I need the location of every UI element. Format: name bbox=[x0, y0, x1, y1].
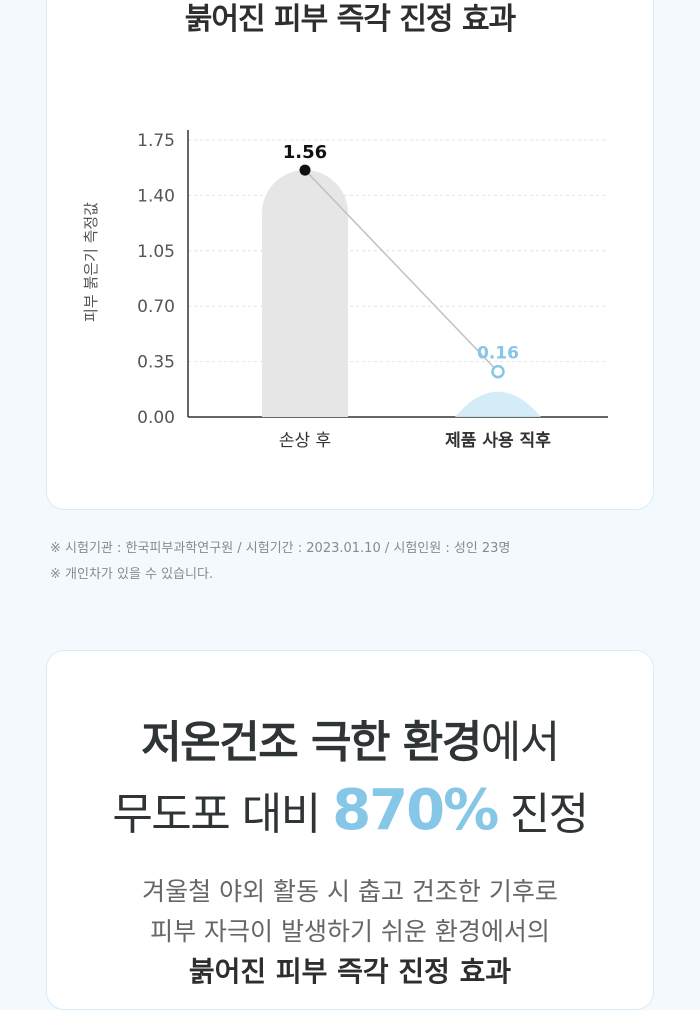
data-label-before: 1.56 bbox=[283, 142, 327, 163]
note-test-info: ※ 시험기관 : 한국피부과학연구원 / 시험기간 : 2023.01.10 /… bbox=[50, 541, 511, 556]
headline-card bbox=[46, 650, 654, 1010]
x-category-label: 손상 후 bbox=[279, 431, 331, 451]
headline-line2: 무도포 대비 870% 진정 bbox=[0, 778, 700, 843]
chart-card bbox=[46, 0, 654, 510]
headline-pre: 무도포 대비 bbox=[112, 789, 333, 840]
notes: ※ 시험기관 : 한국피부과학연구원 / 시험기간 : 2023.01.10 /… bbox=[50, 536, 510, 588]
y-tick-label: 1.75 bbox=[137, 131, 175, 151]
y-tick-label: 0.70 bbox=[137, 297, 175, 317]
y-axis-label: 피부 붉은기 측정값 bbox=[82, 202, 100, 322]
description-line3: 붉어진 피부 즉각 진정 효과 bbox=[188, 955, 512, 988]
description-line1: 겨울철 야외 활동 시 춥고 건조한 기후로 bbox=[142, 877, 558, 906]
y-tick-label: 1.40 bbox=[137, 186, 175, 206]
note-disclaimer: ※ 개인차가 있을 수 있습니다. bbox=[50, 567, 214, 582]
headline-rest: 에서 bbox=[480, 717, 560, 768]
description-line2: 피부 자극이 발생하기 쉬운 환경에서의 bbox=[150, 917, 550, 946]
headline-strong: 저온건조 극한 환경 bbox=[141, 717, 482, 768]
data-point-before bbox=[299, 164, 311, 176]
headline-accent-percent: 870% bbox=[332, 778, 499, 843]
headline-post: 진정 bbox=[497, 789, 589, 840]
chart-title: 붉어진 피부 즉각 진정 효과 bbox=[184, 2, 516, 37]
y-tick-label: 1.05 bbox=[137, 242, 175, 262]
data-label-after: 0.16 bbox=[477, 344, 519, 364]
y-tick-label: 0.00 bbox=[137, 408, 175, 428]
connector-line bbox=[304, 169, 499, 373]
x-category-label: 제품 사용 직후 bbox=[445, 430, 551, 451]
y-tick-label: 0.35 bbox=[137, 353, 175, 373]
data-point-after bbox=[491, 364, 505, 379]
bar-before bbox=[262, 170, 348, 417]
bar-after bbox=[455, 391, 541, 417]
headline-line1: 저온건조 극한 환경에서 bbox=[0, 706, 700, 770]
